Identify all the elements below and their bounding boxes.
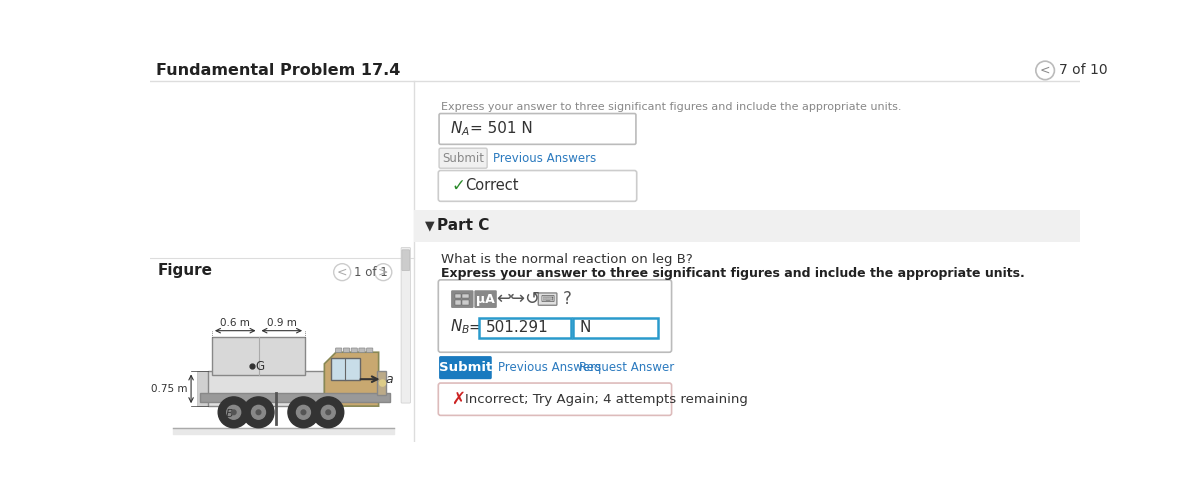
FancyBboxPatch shape [574, 318, 659, 337]
Text: 1 of 1: 1 of 1 [354, 266, 388, 279]
Text: Express your answer to three significant figures and include the appropriate uni: Express your answer to three significant… [440, 267, 1025, 280]
Text: ↩: ↩ [496, 290, 511, 308]
Text: ⌨: ⌨ [540, 294, 554, 304]
Text: 501.291: 501.291 [486, 320, 548, 335]
Text: <: < [1040, 64, 1050, 77]
Text: = 501 N: = 501 N [470, 121, 533, 137]
Text: B: B [226, 409, 234, 419]
FancyBboxPatch shape [539, 293, 557, 305]
FancyBboxPatch shape [451, 290, 474, 308]
FancyBboxPatch shape [474, 290, 497, 308]
Text: Previous Answers: Previous Answers [493, 152, 596, 165]
Text: Correct: Correct [466, 178, 518, 193]
Text: <: < [337, 266, 348, 279]
Circle shape [252, 406, 265, 419]
FancyBboxPatch shape [439, 113, 636, 144]
FancyBboxPatch shape [414, 60, 1080, 442]
Text: $N_A$: $N_A$ [450, 120, 470, 138]
FancyBboxPatch shape [367, 348, 373, 353]
Text: 0.9 m: 0.9 m [266, 318, 296, 328]
FancyBboxPatch shape [343, 348, 349, 353]
FancyBboxPatch shape [359, 348, 365, 353]
FancyBboxPatch shape [455, 300, 461, 305]
FancyBboxPatch shape [352, 348, 358, 353]
Circle shape [334, 264, 350, 281]
Text: μA: μA [476, 293, 494, 306]
Text: Part C: Part C [437, 219, 490, 234]
FancyBboxPatch shape [402, 250, 409, 271]
FancyBboxPatch shape [212, 337, 305, 375]
Text: Fundamental Problem 17.4: Fundamental Problem 17.4 [156, 63, 401, 78]
FancyBboxPatch shape [462, 300, 468, 305]
FancyBboxPatch shape [455, 294, 461, 298]
Text: Submit: Submit [439, 361, 492, 374]
FancyBboxPatch shape [208, 371, 324, 406]
FancyBboxPatch shape [439, 148, 487, 168]
Polygon shape [324, 352, 379, 406]
Text: 0.6 m: 0.6 m [221, 318, 250, 328]
Text: =: = [468, 320, 481, 334]
Text: ↪: ↪ [510, 290, 524, 308]
FancyBboxPatch shape [438, 280, 672, 352]
Text: ✗: ✗ [451, 390, 466, 408]
Text: Previous Answers: Previous Answers [498, 361, 601, 374]
Text: $N_B$: $N_B$ [450, 318, 470, 336]
Text: What is the normal reaction on leg B?: What is the normal reaction on leg B? [440, 253, 692, 266]
FancyBboxPatch shape [377, 371, 386, 395]
Text: 0.75 m: 0.75 m [151, 384, 187, 394]
Circle shape [374, 264, 391, 281]
Text: ✓: ✓ [451, 177, 466, 195]
Text: A: A [311, 409, 319, 419]
Text: Submit: Submit [442, 152, 484, 165]
Text: >: > [378, 266, 389, 279]
Text: N: N [580, 320, 590, 335]
FancyBboxPatch shape [330, 358, 360, 380]
Text: Request Answer: Request Answer [580, 361, 674, 374]
FancyBboxPatch shape [197, 371, 208, 406]
Circle shape [232, 410, 236, 414]
Text: Figure: Figure [157, 263, 212, 278]
Circle shape [322, 406, 335, 419]
Text: a: a [385, 373, 394, 386]
Text: ?: ? [563, 290, 571, 308]
Circle shape [301, 410, 306, 414]
Text: ▼: ▼ [425, 220, 434, 233]
FancyBboxPatch shape [401, 248, 410, 403]
FancyBboxPatch shape [414, 210, 1080, 242]
FancyBboxPatch shape [200, 393, 390, 402]
Circle shape [242, 397, 274, 428]
Text: 7 of 10: 7 of 10 [1060, 64, 1108, 78]
FancyBboxPatch shape [439, 356, 492, 379]
Circle shape [227, 406, 241, 419]
Circle shape [326, 410, 330, 414]
Text: Incorrect; Try Again; 4 attempts remaining: Incorrect; Try Again; 4 attempts remaini… [466, 393, 749, 406]
FancyBboxPatch shape [438, 383, 672, 415]
FancyBboxPatch shape [479, 318, 571, 337]
FancyBboxPatch shape [462, 294, 468, 298]
Text: ↺: ↺ [523, 290, 539, 308]
Circle shape [313, 397, 343, 428]
Text: Express your answer to three significant figures and include the appropriate uni: Express your answer to three significant… [440, 102, 901, 112]
FancyBboxPatch shape [150, 60, 414, 442]
Circle shape [218, 397, 250, 428]
FancyBboxPatch shape [438, 170, 637, 201]
Circle shape [379, 380, 385, 386]
Circle shape [256, 410, 260, 414]
Circle shape [296, 406, 311, 419]
Text: G: G [256, 360, 264, 373]
Circle shape [1036, 61, 1055, 80]
Circle shape [288, 397, 319, 428]
FancyBboxPatch shape [336, 348, 342, 353]
